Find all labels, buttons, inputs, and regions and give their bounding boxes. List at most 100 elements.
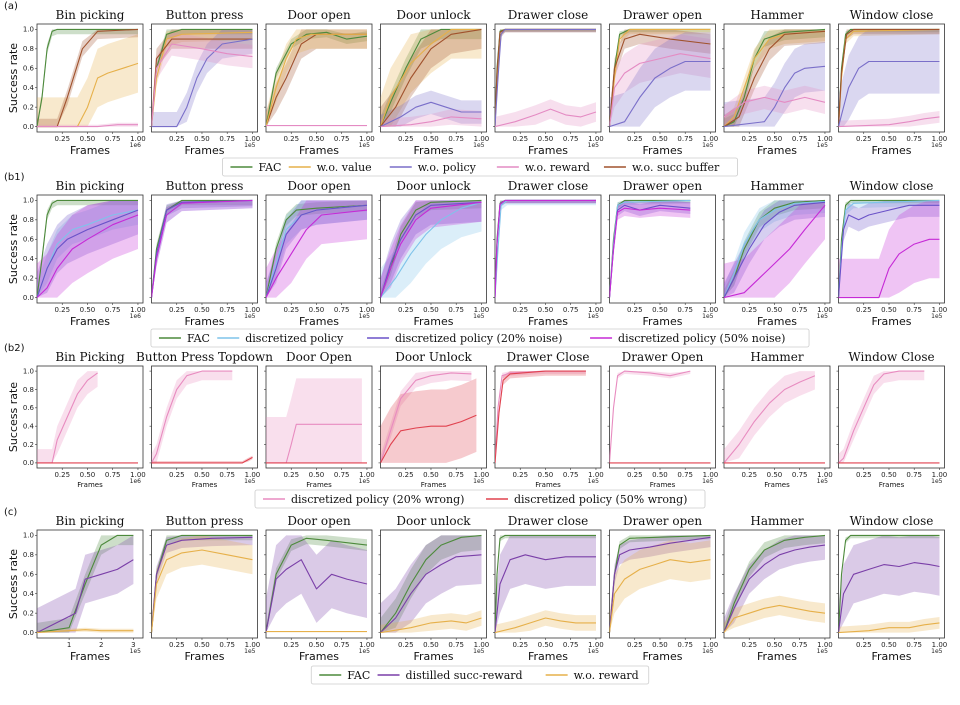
plot-area [838,199,940,299]
chart-row-2: (b2) Success rate Bin Picking 0.0 0.2 0.4 0.6 0… [4,343,947,509]
x-tick-label: 0.25 [54,135,70,143]
x-tick-label: 1.00 [588,135,604,143]
x-axis-label: Frames [184,144,224,157]
subplot-title: Bin picking [56,8,125,22]
x-axis-label: Frames [650,481,676,489]
x-tick-label: 0.50 [767,306,783,314]
series-band [724,42,825,127]
row-label: (b1) [4,172,25,183]
plot-area [266,378,367,464]
plot-area [609,28,711,128]
series-line [266,559,368,633]
x-tick-label: 0.25 [856,471,872,479]
series-band [266,535,367,633]
plot-frame [494,529,602,639]
legend-item: w.o. reward [545,669,639,682]
x-tick-label: 0.75 [334,641,350,649]
series-line [266,209,368,298]
x-tick-label: 0.75 [792,641,808,649]
plot-frame [265,23,373,133]
series-line [151,38,253,128]
x-tick-label: 0.25 [283,306,299,314]
series-band [380,200,482,298]
legend-item: FAC [319,669,370,682]
series-line [380,617,482,634]
plot-area [838,28,940,128]
x-axis-label: Frames [77,481,103,489]
x-tick-label: 0.25 [54,471,70,479]
legend-label: w.o. value [317,161,372,174]
subplot-title: Door unlock [396,179,471,193]
legend-label: w.o. reward [574,669,639,682]
series-line [495,617,596,634]
x-tick-label: 0.50 [538,306,554,314]
series-line [380,28,482,127]
x-tick-label: 0.25 [169,135,185,143]
x-tick-label: 1.00 [245,641,261,649]
plot-area [380,371,477,464]
x-tick-label: 1.00 [817,306,833,314]
series-line [838,622,940,634]
x-tick-label: 0.50 [881,641,897,649]
x-tick-label: 0.25 [512,471,528,479]
plot-frame [265,194,373,304]
series-line [380,201,482,298]
x-tick-label: 0.50 [309,306,325,314]
y-tick-label: 1.0 [23,532,34,540]
x-axis-scale: 1e5 [473,142,485,149]
plot-frame [838,23,945,133]
x-axis-scale: 1e5 [244,313,256,320]
series-line [380,534,482,633]
subplot-title: Door Unlock [395,350,472,364]
x-axis-label: Frames [413,650,453,663]
series-line [838,534,940,633]
series-line [37,124,138,128]
x-tick-label: 0.50 [194,641,210,649]
subplot-title: Bin picking [56,514,125,528]
x-tick-label: 0.25 [283,471,299,479]
plot-area [151,370,253,464]
plot-area [151,28,253,128]
y-tick-label: 0.4 [23,422,35,430]
y-axis-label: Success rate [7,549,20,619]
x-tick-label: 1.00 [359,471,375,479]
x-tick-label: 0.50 [309,135,325,143]
series-band [380,610,482,633]
series-band [266,29,367,127]
x-axis-label: Frames [184,650,224,663]
x-axis-scale: 1e5 [702,142,714,149]
x-tick-label: 1.00 [474,471,490,479]
plot-frame [265,529,373,639]
series-band [838,371,925,463]
plot-area [609,199,691,298]
x-axis-scale: 1e5 [473,313,485,320]
x-tick-label: 0.75 [906,641,922,649]
plot-frame [380,194,487,304]
x-axis-label: Frames [528,144,568,157]
series-line [380,414,477,464]
legend-frame [222,157,738,177]
series-band [380,109,482,127]
series-line [151,38,253,127]
series-band [266,200,367,298]
series-band [838,29,940,127]
series-band [724,371,815,463]
y-tick-label: 0.4 [23,590,35,598]
subplot-title: Door unlock [396,514,471,528]
series-band [495,610,596,633]
x-axis-label: Frames [299,650,339,663]
series-band [151,455,253,463]
subplot-title: Door open [287,8,351,22]
subplot-title: Drawer open [623,179,702,193]
series-line [495,554,596,633]
series-line [724,30,826,128]
plot-frame [265,365,373,469]
legend-label: discretized policy [245,332,344,345]
